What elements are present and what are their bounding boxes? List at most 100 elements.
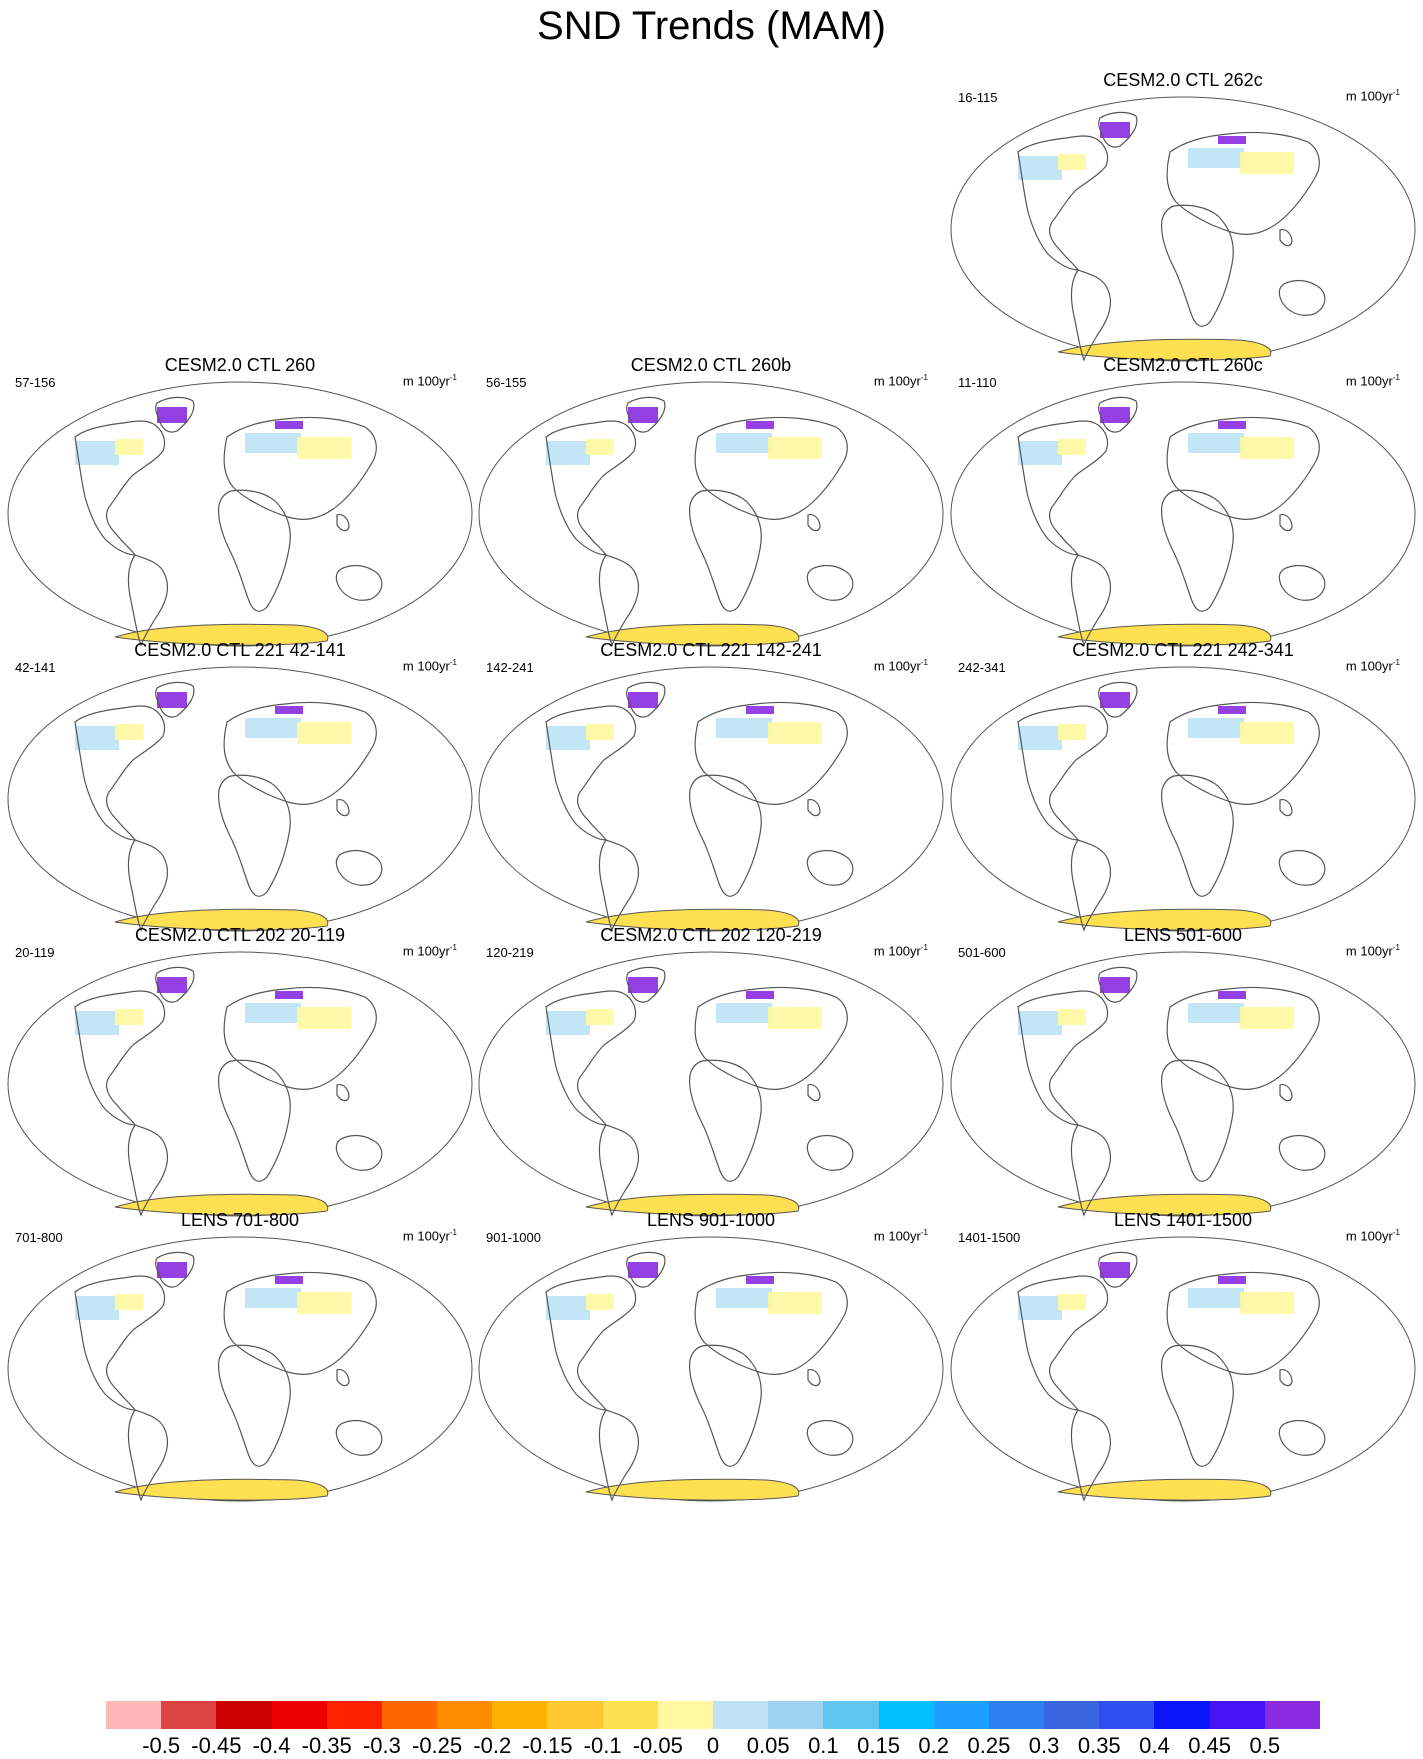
panel-units: m 100yr-1 (1346, 373, 1400, 388)
coastline (1070, 1409, 1111, 1502)
snow-trend-patch (1240, 1292, 1294, 1314)
coastline (218, 774, 291, 897)
snow-trend-patch (1188, 718, 1244, 738)
colorbar-swatch (437, 1701, 493, 1729)
antarctica (1057, 1193, 1272, 1216)
coastline (155, 681, 195, 718)
coastline (545, 705, 637, 841)
colorbar-tick-label: 0.05 (746, 1733, 790, 1758)
colorbar-tick-label: -0.05 (632, 1733, 683, 1758)
snow-trend-patch (245, 433, 301, 453)
snow-trend-patch (628, 977, 658, 993)
coastline (74, 705, 166, 841)
coastline (806, 849, 854, 886)
snow-trend-patch (115, 439, 143, 455)
world-map (478, 951, 944, 1217)
snow-trend-patch (1100, 692, 1130, 708)
coastline (694, 416, 848, 520)
coastline (1098, 681, 1138, 718)
snow-trend-patch (1058, 1009, 1086, 1025)
coastline (689, 774, 762, 897)
snow-trend-patch (275, 706, 303, 714)
snow-trend-patch (1018, 726, 1062, 750)
snow-trend-patch (297, 1292, 351, 1314)
snow-trend-patch (768, 722, 822, 744)
panel-title: LENS 501-600 (1123, 925, 1243, 945)
map-panel: CESM2.0 CTL 221 242-341 242-341 m 100yr-1 (948, 634, 1418, 939)
coastline (1070, 839, 1111, 932)
coastline (1017, 135, 1109, 271)
panel-title: LENS 701-800 (180, 1210, 300, 1230)
antarctica (585, 1478, 800, 1501)
coastline (1098, 396, 1138, 433)
coastline (335, 1134, 383, 1171)
units-exponent: -1 (1392, 658, 1400, 667)
snow-trend-patch (1018, 1296, 1062, 1320)
map-boundary (950, 666, 1416, 932)
coastline (223, 1271, 377, 1375)
coastline (1098, 1251, 1138, 1288)
coastline (598, 1124, 639, 1217)
colorbar-swatch (657, 1701, 714, 1729)
antarctica (585, 908, 800, 931)
world-map (950, 96, 1416, 362)
colorbar-swatch (271, 1701, 328, 1729)
panel-title: CESM2.0 CTL 260c (1103, 355, 1263, 375)
coastline (127, 839, 168, 932)
map-boundary (478, 381, 944, 647)
coastline (1161, 489, 1234, 612)
snow-trend-patch (115, 724, 143, 740)
coastline (127, 1409, 168, 1502)
panel-title: LENS 1401-1500 (1113, 1210, 1253, 1230)
snow-trend-patch (716, 1288, 772, 1308)
snow-trend-patch (75, 726, 119, 750)
snow-trend-patch (768, 1007, 822, 1029)
colorbar-swatch (988, 1701, 1045, 1729)
panel-units: m 100yr-1 (874, 658, 928, 673)
snow-trend-patch (586, 1294, 614, 1310)
panel-units: m 100yr-1 (1346, 88, 1400, 103)
colorbar-tick-label: -0.25 (412, 1733, 463, 1758)
snow-trend-patch (1240, 722, 1294, 744)
coastline (336, 514, 350, 532)
snow-trend-patch (628, 692, 658, 708)
coastline (74, 1275, 166, 1411)
colorbar-swatch (1099, 1701, 1155, 1729)
colorbar-swatch (713, 1701, 769, 1729)
coastline (598, 839, 639, 932)
snow-trend-patch (157, 692, 187, 708)
snow-trend-patch (1188, 148, 1244, 168)
snow-trend-patch (546, 726, 590, 750)
map-boundary (7, 666, 473, 932)
snow-trend-patch (275, 991, 303, 999)
antarctica (1057, 338, 1272, 361)
snow-trend-patch (275, 1276, 303, 1284)
snow-trend-patch (768, 437, 822, 459)
world-map (7, 951, 473, 1217)
coastline (155, 966, 195, 1003)
colorbar-swatch (106, 1701, 162, 1729)
coastline (694, 986, 848, 1090)
coastline (545, 1275, 637, 1411)
units-exponent: -1 (449, 943, 457, 952)
map-panel: CESM2.0 CTL 260b 56-155 m 100yr-1 (476, 349, 946, 654)
snow-trend-patch (1240, 152, 1294, 174)
snow-trend-patch (1240, 1007, 1294, 1029)
panel-title: CESM2.0 CTL 221 42-141 (134, 640, 346, 660)
coastline (336, 799, 350, 817)
snow-trend-patch (1218, 1276, 1246, 1284)
coastline (74, 420, 166, 556)
colorbar-tick-label: -0.35 (301, 1733, 352, 1758)
coastline (807, 799, 821, 817)
panel-units: m 100yr-1 (403, 373, 457, 388)
snow-trend-patch (628, 1262, 658, 1278)
colorbar-tick-label: 0.5 (1249, 1733, 1281, 1758)
colorbar-tick-label: -0.45 (191, 1733, 242, 1758)
coastline (806, 1419, 854, 1456)
snow-trend-patch (586, 439, 614, 455)
units-text: m 100yr (402, 373, 450, 389)
coastline (807, 1369, 821, 1387)
snow-trend-patch (157, 977, 187, 993)
snow-trend-patch (1058, 1294, 1086, 1310)
world-map (478, 666, 944, 932)
